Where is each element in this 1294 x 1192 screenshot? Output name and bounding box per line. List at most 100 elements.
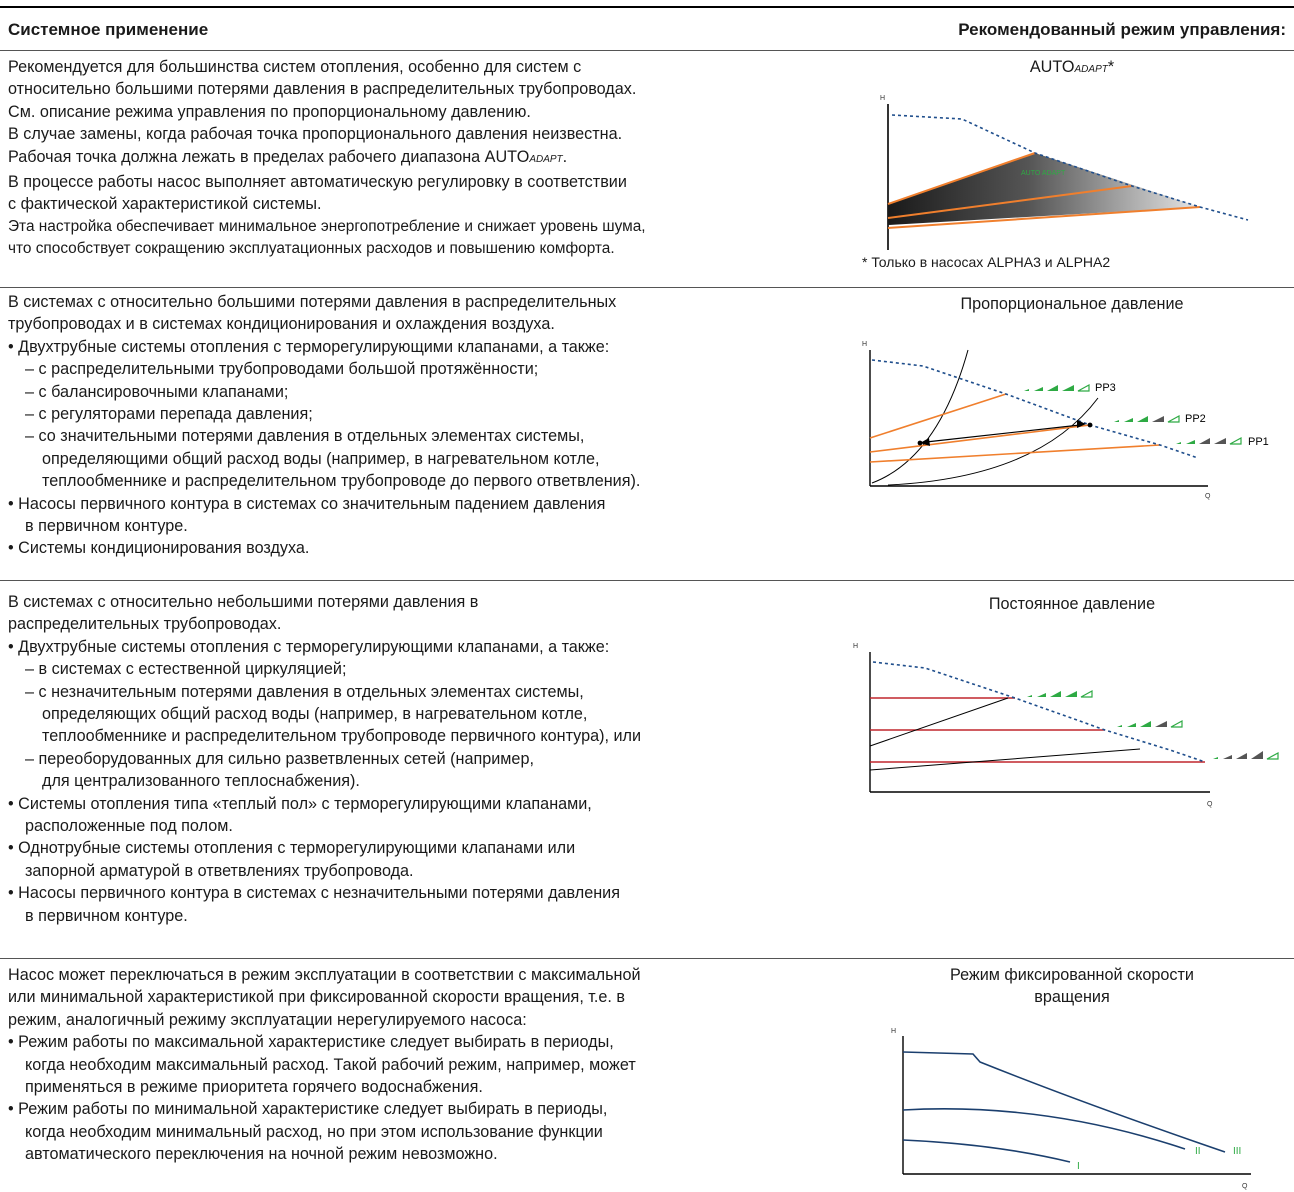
mid-bar-4 — [1155, 721, 1167, 727]
chart-title-end: * — [1107, 58, 1115, 76]
pp2-bar-4 — [1152, 416, 1164, 422]
chart-title-fixed-speed: Режим фиксированной скорости вращения — [850, 964, 1294, 1008]
text-line: • Однотрубные системы отопления с термор… — [8, 839, 576, 858]
text-line: – в системах с естественной циркуляцией; — [25, 660, 347, 679]
pp3-bar-1 — [1024, 389, 1029, 391]
operating-arrow — [925, 424, 1081, 443]
high-bar-2 — [1037, 693, 1046, 697]
speed-curve-iii — [902, 1051, 1226, 1153]
text-line: когда необходим минимальный расход, но п… — [25, 1122, 603, 1141]
max-curve-dashed — [872, 661, 1206, 763]
text-line: Эта настройка обеспечивает минимальное э… — [8, 217, 646, 235]
text-line: – с регуляторами перепада давления; — [25, 405, 313, 424]
text-line-main: Рабочая точка должна лежать в пределах р… — [8, 147, 530, 166]
low-triangle-icon — [1266, 751, 1279, 760]
x-axis-label: Q — [1207, 801, 1213, 808]
text-line: определяющими общий расход воды (наприме… — [42, 449, 600, 468]
text-line: в первичном контуре. — [25, 517, 188, 536]
mid-triangle-icon — [1170, 719, 1183, 728]
pp1-triangle-icon — [1229, 436, 1242, 445]
pp2-bar-3 — [1137, 416, 1148, 422]
text-line: трубопроводах и в системах кондициониров… — [8, 315, 555, 334]
header-recommended-mode: Рекомендованный режим управления: — [958, 20, 1286, 39]
text-line: теплообменнике и распределительном трубо… — [42, 472, 641, 491]
curve-label-iii: III — [1233, 1146, 1241, 1157]
text-line-end: . — [562, 147, 568, 166]
arrow-head-left — [920, 438, 930, 446]
y-axis-label: H — [862, 341, 867, 348]
text-line: автоматического переключения на ночной р… — [25, 1145, 498, 1164]
orange-line-top — [887, 152, 1036, 205]
text-line: – со значительными потерями давления в о… — [25, 427, 585, 446]
row-proportional-text: В системах с относительно большими потер… — [8, 291, 848, 560]
text-line: что способствует сокращению эксплуатацио… — [8, 240, 615, 258]
max-curve-dashed — [891, 114, 1249, 221]
legend-pp3: PP3 — [1095, 382, 1116, 394]
text-line: когда необходим максимальный расход. Так… — [25, 1055, 636, 1074]
row-constant-text: В системах с относительно небольшими пот… — [8, 591, 848, 927]
system-curve-2 — [887, 397, 1099, 486]
text-line: применяться в режиме приоритета горячего… — [25, 1078, 483, 1097]
high-bar-4 — [1065, 691, 1077, 697]
y-axis-label: H — [891, 1028, 896, 1035]
pp3-triangle-icon — [1077, 383, 1090, 392]
text-line: определяющих общий расход воды (например… — [42, 705, 588, 724]
mid-bar-3 — [1140, 721, 1151, 727]
chart-autoadapt: H AUTO ADAPT — [880, 95, 1249, 250]
autoadapt-range-area — [888, 153, 1200, 225]
text-line: для централизованного теплоснабжения). — [42, 772, 360, 791]
table-header: Системное применение Рекомендованный реж… — [0, 8, 1294, 50]
pp1-bar-4 — [1214, 438, 1226, 444]
low-bar-4 — [1251, 751, 1263, 759]
legend-pp2: PP2 — [1185, 413, 1206, 425]
text-line: См. описание режима управления по пропор… — [8, 102, 531, 121]
row-autoadapt-text: Рекомендуется для большинства систем ото… — [8, 56, 848, 261]
text-line: • Насосы первичного контура в системах с… — [8, 884, 620, 903]
text-line: – переоборудованных для сильно разветвле… — [25, 749, 534, 768]
text-line: режим, аналогичный режиму эксплуатации н… — [8, 1010, 527, 1029]
pp2-line — [869, 424, 1091, 453]
system-curve-2 — [869, 748, 1141, 771]
text-line: Рекомендуется для большинства систем ото… — [8, 58, 582, 76]
pp1-line — [869, 444, 1161, 463]
y-axis-label: H — [853, 643, 858, 650]
mid-bar-2 — [1127, 723, 1136, 727]
pp3-line — [869, 393, 1007, 439]
legend-pp1: PP1 — [1248, 436, 1269, 448]
autoadapt-annotation: AUTO ADAPT — [1021, 170, 1066, 177]
high-bar-1 — [1027, 695, 1032, 697]
pp1-bar-2 — [1186, 440, 1195, 444]
chart-title-autoadapt: AUTOADAPT* — [850, 56, 1294, 81]
low-bar-2 — [1223, 755, 1232, 759]
pp2-bar-2 — [1124, 418, 1133, 422]
footnote: * Только в насосах ALPHA3 и ALPHA2 — [862, 254, 1111, 270]
text-line: В системах с относительно большими потер… — [8, 293, 617, 311]
row-divider — [0, 580, 1294, 581]
orange-line-bottom — [887, 206, 1201, 229]
text-line: • Системы кондиционирования воздуха. — [8, 539, 310, 558]
pp1-bar-3 — [1199, 438, 1210, 444]
text-line: • Двухтрубные системы отопления с термор… — [8, 337, 610, 356]
text-line: расположенные под полом. — [25, 817, 233, 836]
pp3-bar-2 — [1034, 387, 1043, 391]
curve-label-i: I — [1077, 1161, 1080, 1172]
system-curve-1 — [871, 349, 969, 484]
low-bar-1 — [1213, 757, 1218, 759]
chart-constant-pressure: H Q — [853, 643, 1279, 808]
y-axis-label: H — [880, 95, 885, 102]
header-system-application: Системное применение — [8, 20, 209, 39]
text-line-subscript: ADAPT — [529, 153, 563, 165]
text-line: – с распределительными трубопроводами бо… — [25, 360, 539, 379]
pp1-bar-1 — [1176, 442, 1181, 444]
text-line: – с балансировочными клапанами; — [25, 382, 289, 401]
speed-curve-ii — [902, 1108, 1186, 1150]
pp3-bar-4 — [1062, 385, 1074, 391]
operating-point — [917, 440, 923, 446]
text-line: • Двухтрубные системы отопления с термор… — [8, 637, 610, 656]
operating-point — [1087, 422, 1093, 428]
pp2-triangle-icon — [1167, 414, 1180, 423]
x-axis-label: Q — [1242, 1183, 1248, 1190]
text-line: относительно большими потерями давления … — [8, 80, 637, 99]
chart-proportional-pressure: H Q PP3 PP2 PP1 — [862, 341, 1269, 500]
